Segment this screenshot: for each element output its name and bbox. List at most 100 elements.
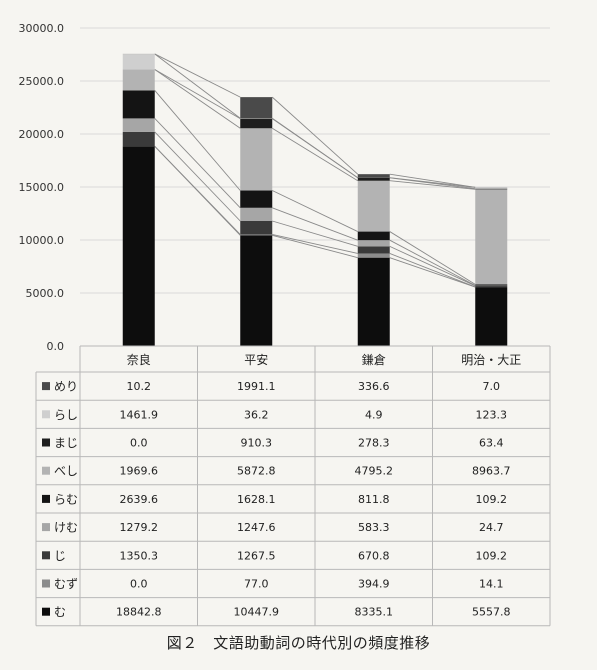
bar-segment: [357, 177, 390, 181]
bar-segment: [122, 90, 155, 119]
table-cell-value: 36.2: [244, 408, 269, 421]
legend-swatch: [42, 466, 50, 475]
legend-label: むず: [54, 577, 78, 591]
legend-label: じ: [54, 549, 66, 563]
y-tick-label: 5000.0: [26, 287, 65, 300]
gridlines: [80, 27, 550, 294]
table-cell-value: 109.2: [476, 493, 508, 506]
series-line: [272, 233, 358, 254]
bar-segment: [357, 240, 390, 247]
bar-segment: [475, 287, 508, 346]
bars: [122, 53, 508, 346]
bar-segment: [357, 257, 390, 346]
table-cell-value: 2639.6: [120, 493, 159, 506]
table-cell-value: 14.1: [479, 578, 504, 591]
table-cell-value: 394.9: [358, 578, 390, 591]
table-cell-value: 1247.6: [237, 521, 276, 534]
series-line: [154, 118, 241, 209]
series-line: [154, 145, 241, 235]
bar-segment: [122, 69, 155, 91]
legend-label: らむ: [54, 492, 78, 506]
bar-segment: [357, 180, 390, 232]
category-label: 奈良: [127, 352, 151, 367]
bar-segment: [122, 131, 155, 147]
table-cell-value: 583.3: [358, 521, 390, 534]
legend-label: まじ: [54, 436, 78, 450]
category-label: 鎌倉: [362, 352, 386, 367]
table-cell-value: 123.3: [476, 408, 508, 421]
bar-segment: [357, 246, 390, 254]
legend-swatch: [42, 494, 50, 503]
table-cell-value: 63.4: [479, 437, 504, 450]
y-tick-label: 25000.0: [19, 75, 65, 88]
series-line: [154, 131, 241, 222]
figure-caption: 図２ 文語助動詞の時代別の頻度推移: [166, 634, 431, 652]
series-line: [272, 207, 358, 241]
table-cell-value: 1628.1: [237, 493, 276, 506]
legend-label: む: [54, 605, 66, 619]
table-cell-value: 5557.8: [472, 606, 511, 619]
bar-segment: [475, 189, 508, 285]
legend-swatch: [42, 523, 50, 532]
series-line: [154, 90, 241, 191]
bar-segment: [122, 146, 155, 346]
table-cell-value: 7.0: [483, 380, 501, 393]
legend-label: めり: [54, 380, 78, 394]
table-cell-value: 1461.9: [120, 408, 159, 421]
series-line: [154, 69, 241, 120]
bar-segment: [240, 235, 273, 346]
bar-segment: [475, 188, 508, 190]
bar-segment: [240, 118, 273, 129]
table-cell-value: 1969.6: [120, 465, 159, 478]
y-tick-label: 15000.0: [19, 181, 65, 194]
table-cell-value: 5872.8: [237, 465, 276, 478]
series-line: [272, 234, 358, 259]
table-cell-value: 1267.5: [237, 549, 276, 562]
bar-segment: [240, 97, 273, 119]
table-cell-value: 109.2: [476, 549, 508, 562]
series-line: [272, 190, 358, 232]
table-cell-value: 24.7: [479, 521, 504, 534]
table-cell-value: 670.8: [358, 549, 390, 562]
bar-segment: [122, 118, 155, 132]
bar-segment: [240, 207, 273, 222]
table-cell-value: 0.0: [130, 578, 148, 591]
table-cell-value: 278.3: [358, 437, 390, 450]
table-cell-value: 811.8: [358, 493, 390, 506]
table-cell-value: 4795.2: [355, 465, 394, 478]
legend-swatch: [42, 579, 50, 588]
series-line: [272, 220, 358, 247]
y-tick-label: 10000.0: [19, 234, 65, 247]
series-line: [389, 257, 476, 288]
table-cell-value: 10.2: [127, 380, 152, 393]
series-line: [154, 69, 241, 129]
table-cell-value: 1350.3: [120, 549, 159, 562]
table-cell-value: 8963.7: [472, 465, 511, 478]
bar-segment: [240, 221, 273, 235]
y-axis-ticks: 30000.0 25000.0 20000.0 15000.0 10000.0 5000.…: [19, 22, 65, 353]
table-cell-value: 1991.1: [237, 380, 276, 393]
table-cell-value: 4.9: [365, 408, 383, 421]
y-tick-label: 20000.0: [19, 128, 65, 141]
series-line: [389, 239, 476, 286]
series-connector-lines: [154, 53, 476, 288]
series-line: [271, 96, 359, 175]
table-cell-value: 18842.8: [116, 606, 162, 619]
y-tick-label: 30000.0: [19, 22, 65, 35]
legend-swatch: [42, 410, 50, 419]
series-line: [389, 180, 476, 190]
series-line: [389, 253, 476, 288]
bar-segment: [240, 190, 273, 208]
legend-swatch: [42, 607, 50, 616]
bar-segment: [122, 54, 155, 70]
series-line: [154, 53, 241, 119]
y-tick-label: 0.0: [47, 340, 65, 353]
legend-label: らし: [54, 408, 78, 422]
table-cell-value: 336.6: [358, 380, 390, 393]
legend-swatch: [42, 551, 50, 560]
legend-swatch: [42, 382, 50, 391]
bar-segment: [240, 128, 273, 191]
table-cell-value: 10447.9: [234, 606, 280, 619]
